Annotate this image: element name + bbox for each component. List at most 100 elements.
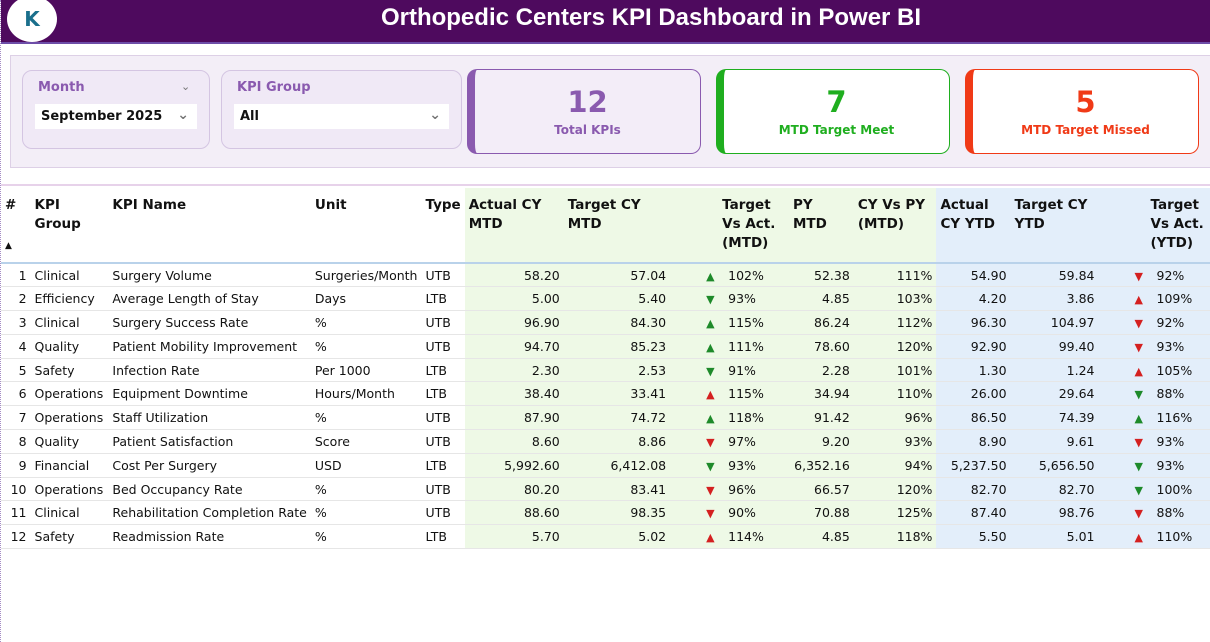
cy-vs-py-mtd: 101%	[853, 358, 937, 383]
actual-cy-ytd-text: 5,237.50	[950, 457, 1007, 473]
chevron-down-icon[interactable]: ⌄	[181, 80, 191, 93]
unit-text: %	[314, 529, 327, 545]
column-header[interactable]: CY Vs PY (MTD)	[853, 188, 937, 264]
table-row[interactable]: 2 Efficiency Average Length of Stay Days LTB…	[1, 286, 1210, 312]
row-number-text: 6	[18, 386, 27, 402]
actual-cy-mtd: 8.60	[464, 429, 564, 454]
actual-cy-ytd-text: 87.40	[970, 505, 1007, 521]
table-row[interactable]: 12 Safety Readmission Rate% LTB 5.70 5.02 ▲ 114…	[1, 524, 1210, 550]
table-row[interactable]: 8 Quality Patient Satisfaction Score UTB 8.60…	[1, 429, 1210, 454]
kpi-group: Quality	[30, 429, 109, 454]
arrow-down-icon: ▼	[706, 364, 715, 378]
target-cy-mtd: 5.02	[563, 524, 671, 550]
target-vs-actual-ytd-text: 109%	[1156, 291, 1193, 307]
target-cy-mtd: 83.41	[563, 477, 671, 502]
kpi-group-text: Clinical	[34, 505, 80, 521]
table-row[interactable]: 4 Quality Patient Mobility Improvement% UTB…	[1, 334, 1210, 359]
py-mtd-text: 9.20	[821, 433, 850, 449]
target-vs-actual-ytd-text: 100%	[1156, 481, 1193, 497]
month-label: Month	[38, 80, 85, 95]
column-header-label: Target Vs Act. (YTD)	[1150, 197, 1204, 251]
column-header[interactable]: Unit	[310, 188, 422, 264]
actual-cy-mtd: 5.00	[464, 286, 564, 312]
table-row[interactable]: 6 Operations Equipment Downtime Hours/Month…	[1, 381, 1210, 407]
target-cy-mtd-text: 57.04	[630, 267, 667, 283]
target-cy-ytd-text: 29.64	[1058, 386, 1095, 402]
actual-cy-mtd: 80.20	[464, 477, 564, 502]
kpi-group-slicer[interactable]: KPI Group All ⌄	[221, 70, 462, 149]
row-number-text: 2	[18, 291, 27, 307]
arrow-down-icon: ▼	[1134, 316, 1143, 330]
table-row[interactable]: 1 Clinical Surgery Volume Surgeries/Month UT…	[1, 263, 1210, 288]
target-cy-ytd: 29.64	[1010, 381, 1099, 407]
cy-vs-py-mtd-text: 94%	[904, 457, 933, 473]
target-vs-actual-mtd-text: 115%	[728, 314, 764, 330]
py-mtd: 86.24	[788, 310, 854, 335]
actual-cy-mtd: 2.30	[464, 358, 564, 383]
table-row[interactable]: 10 Operations Bed Occupancy Rate% UTB 80.20 8…	[1, 477, 1210, 502]
month-slicer[interactable]: Month ⌄ September 2025 ⌄	[22, 70, 210, 149]
target-vs-actual-mtd-text: 93%	[728, 291, 756, 307]
arrow-up-icon: ▲	[706, 388, 715, 402]
column-header[interactable]: PY MTD	[788, 188, 854, 264]
target-vs-actual-mtd: ▲ 114%	[670, 524, 789, 550]
actual-cy-mtd: 94.70	[464, 334, 564, 359]
column-header-label: CY Vs PY (MTD)	[857, 197, 926, 232]
column-header[interactable]: Target Vs Act. (YTD)	[1098, 188, 1210, 264]
type-text: LTB	[425, 457, 447, 473]
cy-vs-py-mtd-text: 120%	[896, 481, 933, 497]
unit-text: %	[314, 505, 327, 521]
py-mtd: 52.38	[788, 263, 854, 288]
type: UTB	[421, 429, 465, 454]
py-mtd-text: 86.24	[814, 314, 850, 330]
target-vs-actual-ytd-text: 88%	[1156, 505, 1185, 521]
table-row[interactable]: 5 Safety Infection Rate Per 1000 LTB 2.30 2.53…	[1, 358, 1210, 383]
row-number-text: 12	[10, 529, 27, 545]
column-header[interactable]: Actual CY YTD	[936, 188, 1011, 264]
column-header[interactable]: Actual CY MTD	[464, 188, 564, 264]
unit: %	[310, 477, 422, 502]
py-mtd-text: 34.94	[814, 386, 850, 402]
arrow-down-icon: ▼	[1134, 388, 1143, 402]
column-header[interactable]: KPI Group	[30, 188, 109, 264]
row-number: 5	[1, 358, 31, 383]
column-header[interactable]: Target Vs Act. (MTD)	[670, 188, 789, 264]
arrow-down-icon: ▼	[706, 293, 715, 307]
target-vs-actual-ytd-text: 92%	[1156, 314, 1185, 330]
cy-vs-py-mtd: 110%	[853, 381, 937, 407]
kpi-name-text: Staff Utilization	[112, 410, 209, 426]
column-header-label: PY MTD	[792, 197, 827, 232]
table-row[interactable]: 7 Operations Staff Utilization% UTB 87.90 74.…	[1, 405, 1210, 431]
py-mtd-text: 78.60	[814, 338, 850, 354]
target-cy-ytd: 5,656.50	[1010, 453, 1099, 478]
row-number-text: 1	[18, 267, 27, 283]
column-header[interactable]: # ▲	[1, 188, 31, 264]
cy-vs-py-mtd: 120%	[853, 334, 937, 359]
month-dropdown[interactable]: September 2025 ⌄	[35, 104, 197, 129]
kpi-group: Safety	[30, 524, 109, 550]
target-cy-mtd: 84.30	[563, 310, 671, 335]
column-header[interactable]: Target CY MTD	[563, 188, 671, 264]
kpi-group-text: Quality	[34, 433, 80, 449]
actual-cy-mtd-text: 5,992.60	[504, 457, 560, 473]
actual-cy-ytd: 54.90	[936, 263, 1011, 288]
column-header[interactable]: Type	[421, 188, 465, 264]
target-vs-actual-mtd: ▼ 97%	[670, 429, 789, 454]
target-cy-ytd-text: 104.97	[1050, 314, 1095, 330]
column-header[interactable]: Target CY YTD	[1010, 188, 1099, 264]
table-row[interactable]: 9 Financial Cost Per Surgery USD LTB 5,992.60…	[1, 453, 1210, 478]
target-cy-mtd-text: 83.41	[630, 481, 667, 497]
sort-ascending-icon[interactable]: ▲	[5, 241, 12, 251]
kpi-group-text: Clinical	[34, 314, 80, 330]
table-row[interactable]: 11 Clinical Rehabilitation Completion Rate…	[1, 500, 1210, 526]
py-mtd-text: 6,352.16	[794, 457, 850, 473]
column-header[interactable]: KPI Name	[108, 188, 311, 264]
table-row[interactable]: 3 Clinical Surgery Success Rate% UTB 96.90 84…	[1, 310, 1210, 335]
kpi-group-dropdown[interactable]: All ⌄	[234, 104, 449, 129]
chevron-down-icon: ⌄	[177, 107, 189, 123]
kpi-name-text: Readmission Rate	[112, 529, 225, 545]
target-vs-actual-mtd: ▲ 111%	[670, 334, 789, 359]
title-bar: K Orthopedic Centers KPI Dashboard in Po…	[1, 0, 1210, 44]
row-number: 10	[1, 477, 31, 502]
actual-cy-ytd: 8.90	[936, 429, 1011, 454]
